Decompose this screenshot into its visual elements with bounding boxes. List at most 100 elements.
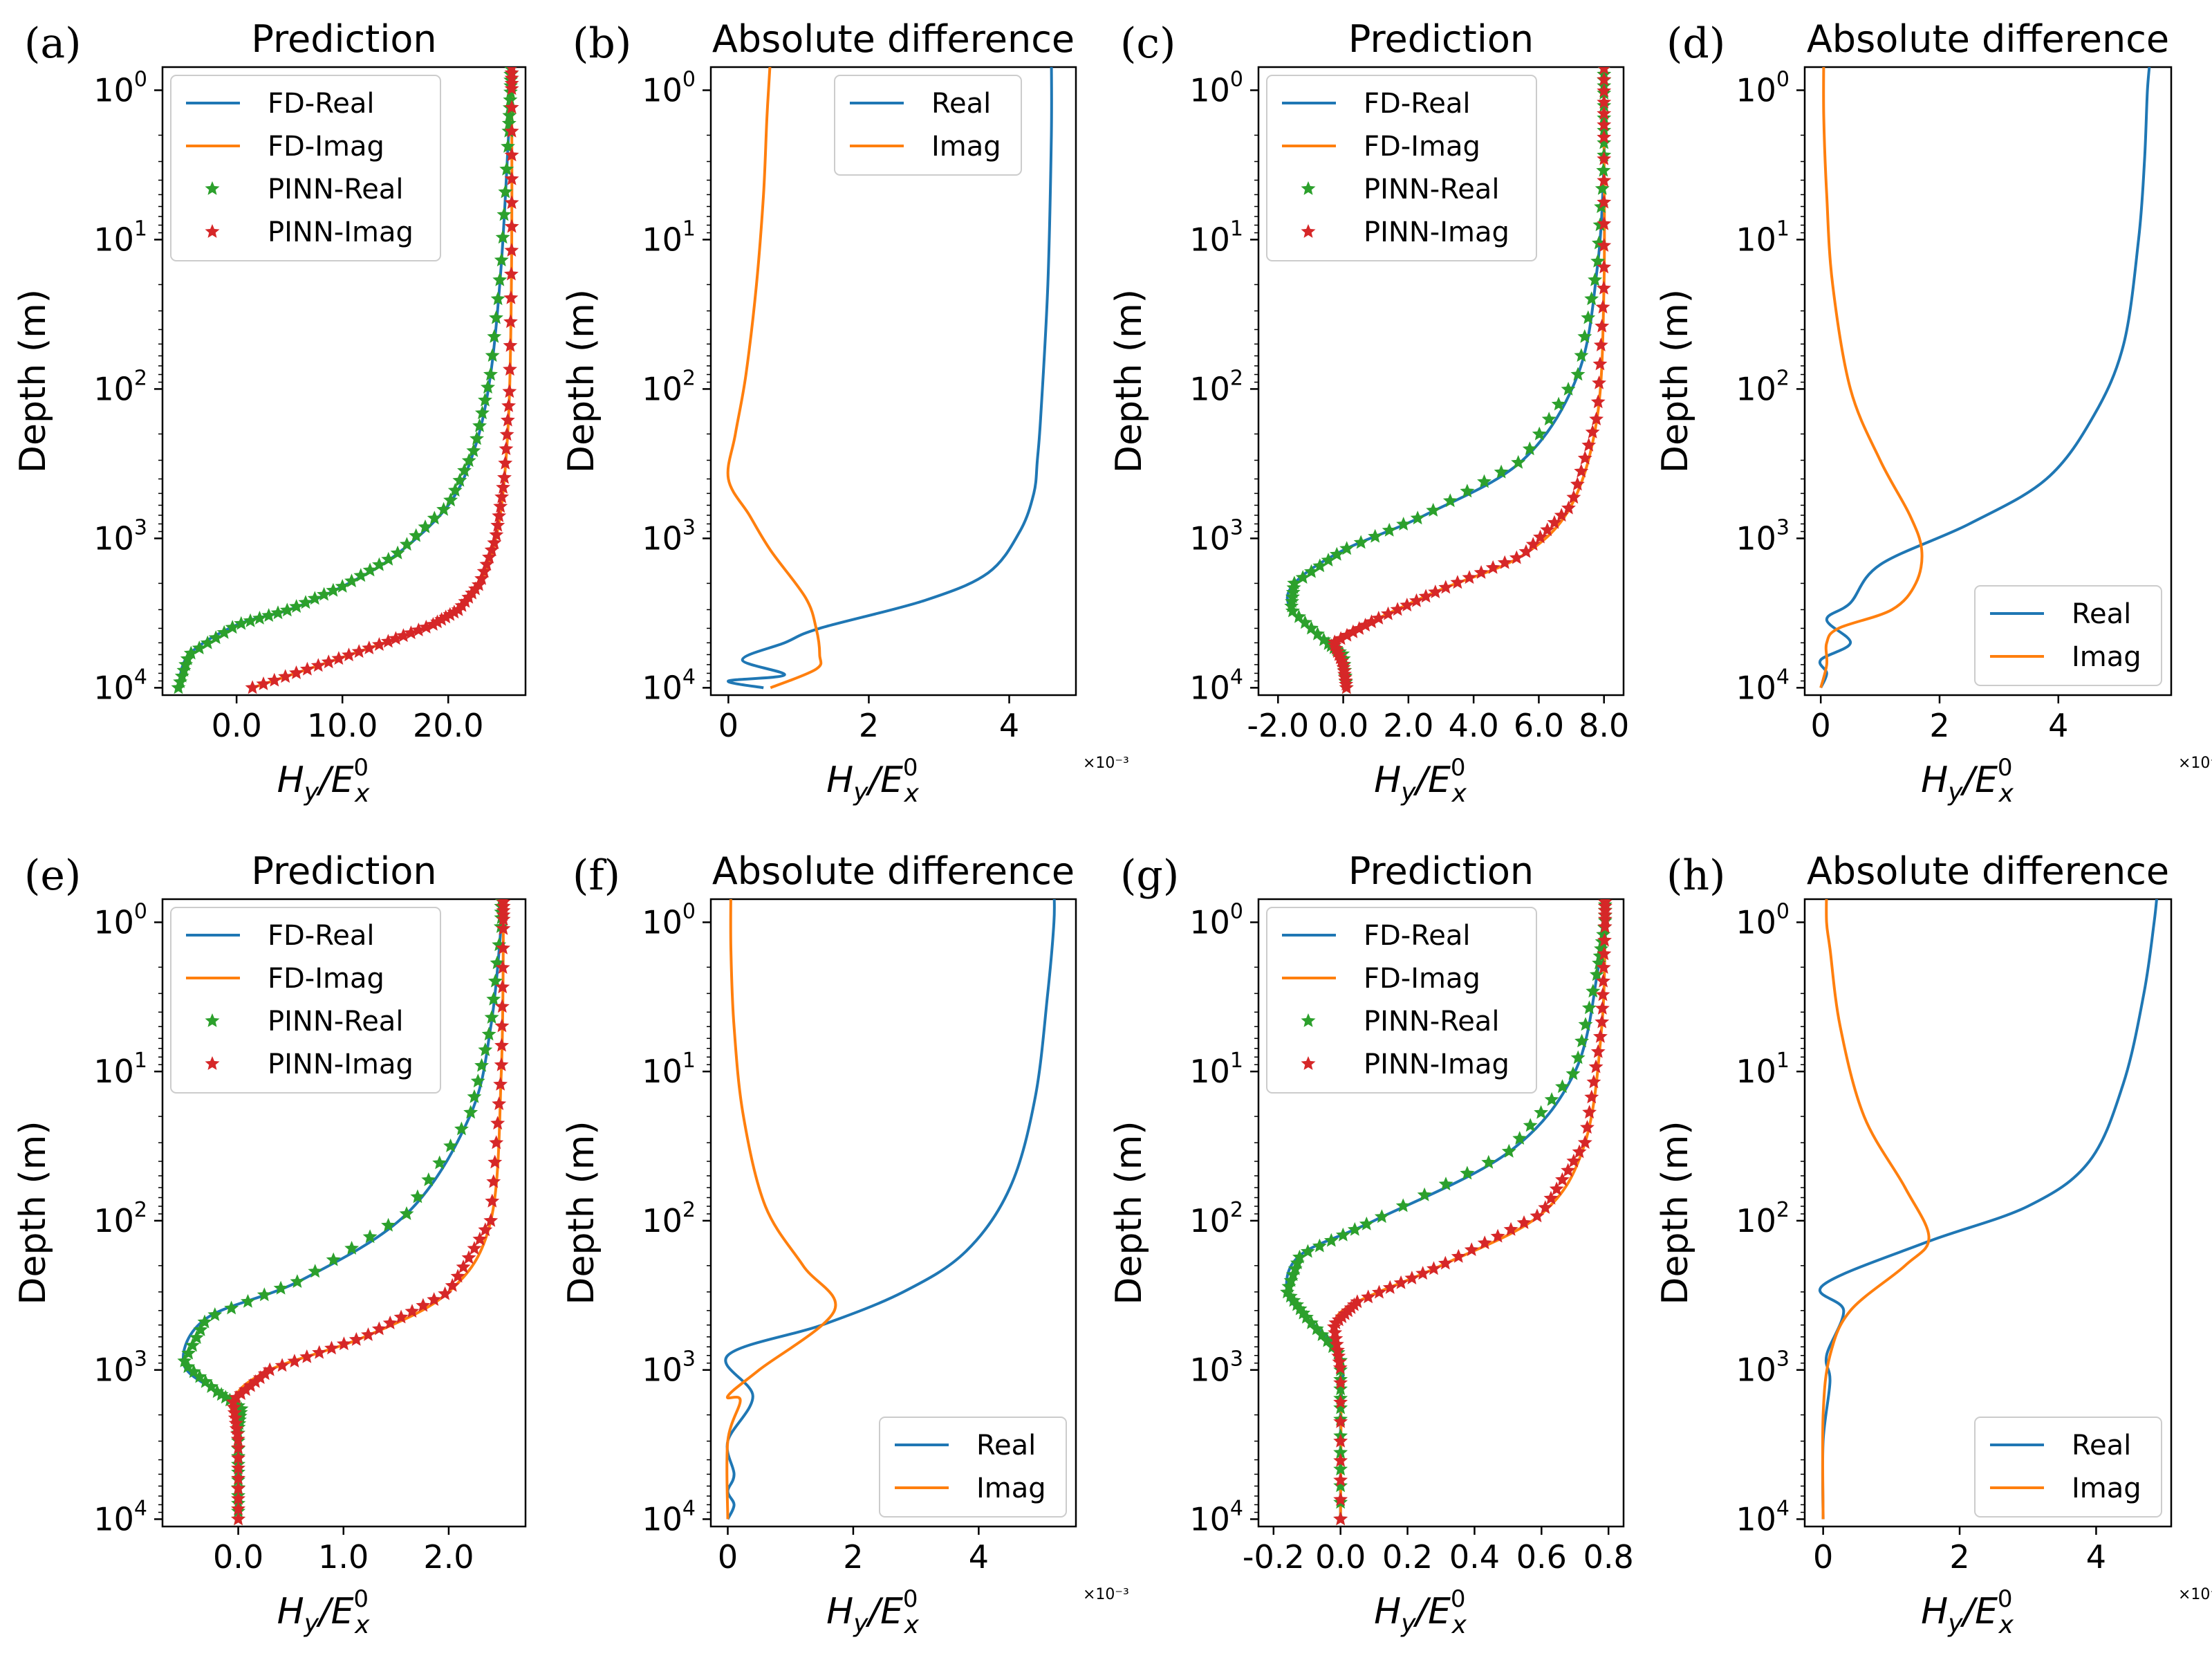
marker-pinn-imag: [243, 1378, 258, 1392]
y-tick-label: 104: [642, 665, 696, 706]
marker-pinn-real: [1304, 1315, 1319, 1329]
marker-pinn-imag: [1328, 1331, 1344, 1345]
marker-pinn-imag: [1462, 570, 1477, 584]
marker-pinn-real: [1577, 329, 1592, 343]
marker-pinn-imag: [495, 979, 510, 994]
legend: Real Imag: [834, 75, 1022, 176]
marker-pinn-imag: [226, 1399, 241, 1414]
x-tick-label: 2.0: [423, 1538, 474, 1576]
marker-pinn-real: [1335, 1227, 1350, 1242]
marker-pinn-real: [198, 1374, 213, 1388]
marker-pinn-imag: [1597, 117, 1612, 131]
legend-label: Imag: [2072, 1473, 2141, 1504]
marker-pinn-imag: [1464, 1242, 1479, 1256]
marker-pinn-real: [503, 92, 518, 107]
marker-pinn-imag: [1570, 477, 1585, 491]
y-tick-label: 102: [93, 366, 147, 407]
marker-pinn-imag: [503, 362, 517, 376]
marker-pinn-imag: [467, 1241, 482, 1255]
y-tick-label: 104: [642, 1496, 696, 1538]
marker-pinn-real: [1426, 503, 1441, 517]
marker-pinn-imag: [229, 1421, 244, 1435]
panel-label: (d): [1666, 19, 1725, 68]
marker-pinn-imag: [1352, 621, 1367, 635]
marker-pinn-imag: [450, 1269, 465, 1283]
marker-pinn-imag: [416, 1298, 431, 1312]
marker-pinn-real: [418, 519, 433, 533]
marker-pinn-real: [308, 1264, 323, 1278]
x-tick-label: 0: [718, 707, 738, 744]
marker-pinn-imag: [496, 479, 511, 494]
marker-pinn-real: [1544, 1092, 1559, 1106]
marker-pinn-real: [210, 1384, 225, 1399]
legend-label: PINN-Real: [1364, 174, 1499, 205]
marker-pinn-real: [362, 1229, 378, 1244]
marker-pinn-real: [207, 1307, 223, 1321]
axes-frame: [1257, 898, 1625, 1528]
marker-pinn-imag: [393, 1309, 409, 1324]
marker-pinn-real: [1292, 609, 1306, 623]
marker-pinn-imag: [1533, 529, 1548, 544]
marker-pinn-real: [1522, 441, 1537, 456]
x-tick-label: 0.6: [1516, 1538, 1567, 1576]
marker-pinn-imag: [1497, 555, 1512, 569]
marker-pinn-imag: [1409, 593, 1424, 607]
marker-pinn-imag: [496, 899, 511, 913]
marker-pinn-real: [447, 483, 463, 497]
marker-pinn-imag: [427, 1292, 442, 1306]
marker-pinn-imag: [1595, 1001, 1610, 1015]
panel-title: Absolute difference: [1807, 849, 2169, 893]
marker-pinn-imag: [231, 1470, 245, 1485]
marker-pinn-real: [1323, 1233, 1339, 1247]
marker-pinn-real: [443, 492, 458, 507]
marker-pinn-real: [174, 668, 189, 683]
y-tick-label: 103: [1189, 1347, 1243, 1389]
legend-label: FD-Imag: [1364, 963, 1480, 995]
marker-pinn-real: [1312, 1238, 1327, 1253]
marker-pinn-imag: [496, 921, 511, 935]
marker-pinn-imag: [1597, 899, 1612, 913]
marker-pinn-imag: [1530, 1208, 1545, 1223]
marker-pinn-real: [1501, 1143, 1516, 1158]
marker-pinn-imag: [1393, 1275, 1409, 1289]
marker-pinn-imag: [1596, 973, 1611, 988]
marker-pinn-real: [326, 1252, 341, 1266]
y-axis-label: Depth (m): [12, 1120, 54, 1304]
marker-pinn-imag: [1595, 299, 1610, 314]
marker-pinn-real: [472, 418, 487, 432]
marker-pinn-real: [197, 1314, 212, 1329]
marker-pinn-real: [1312, 558, 1328, 573]
marker-pinn-imag: [496, 940, 510, 954]
panel-title: Absolute difference: [1807, 17, 2169, 61]
marker-pinn-real: [1586, 984, 1601, 998]
legend-marker: [205, 224, 220, 238]
marker-pinn-imag: [1328, 1325, 1343, 1339]
marker-pinn-imag: [299, 1349, 315, 1363]
x-scale-factor: ×10⁻³: [1083, 755, 1129, 772]
legend: FD-Real FD-Imag PINN-Real PINN-Imag: [170, 75, 441, 261]
series-line-real: [1819, 899, 2158, 1520]
marker-pinn-imag: [1597, 912, 1612, 926]
marker-pinn-real: [204, 1379, 219, 1393]
marker-pinn-real: [489, 310, 503, 324]
marker-pinn-imag: [1390, 602, 1405, 616]
marker-pinn-imag: [503, 266, 519, 281]
marker-pinn-real: [1477, 474, 1491, 488]
marker-pinn-real: [1396, 517, 1411, 531]
marker-pinn-real: [492, 272, 508, 286]
marker-pinn-real: [1285, 603, 1300, 618]
marker-pinn-real: [1592, 948, 1608, 963]
legend-label: Imag: [976, 1473, 1046, 1504]
panel-label: (b): [573, 19, 631, 68]
marker-pinn-imag: [418, 620, 434, 634]
y-tick-label: 102: [1736, 366, 1790, 407]
marker-pinn-imag: [331, 651, 346, 665]
marker-pinn-imag: [1589, 412, 1604, 425]
series-line-imag: [726, 67, 823, 690]
marker-pinn-real: [475, 405, 490, 420]
marker-pinn-imag: [1554, 508, 1569, 522]
x-tick-label: 2: [1929, 707, 1949, 744]
marker-pinn-real: [252, 611, 267, 625]
marker-pinn-real: [178, 657, 194, 671]
marker-pinn-imag: [252, 1370, 268, 1384]
